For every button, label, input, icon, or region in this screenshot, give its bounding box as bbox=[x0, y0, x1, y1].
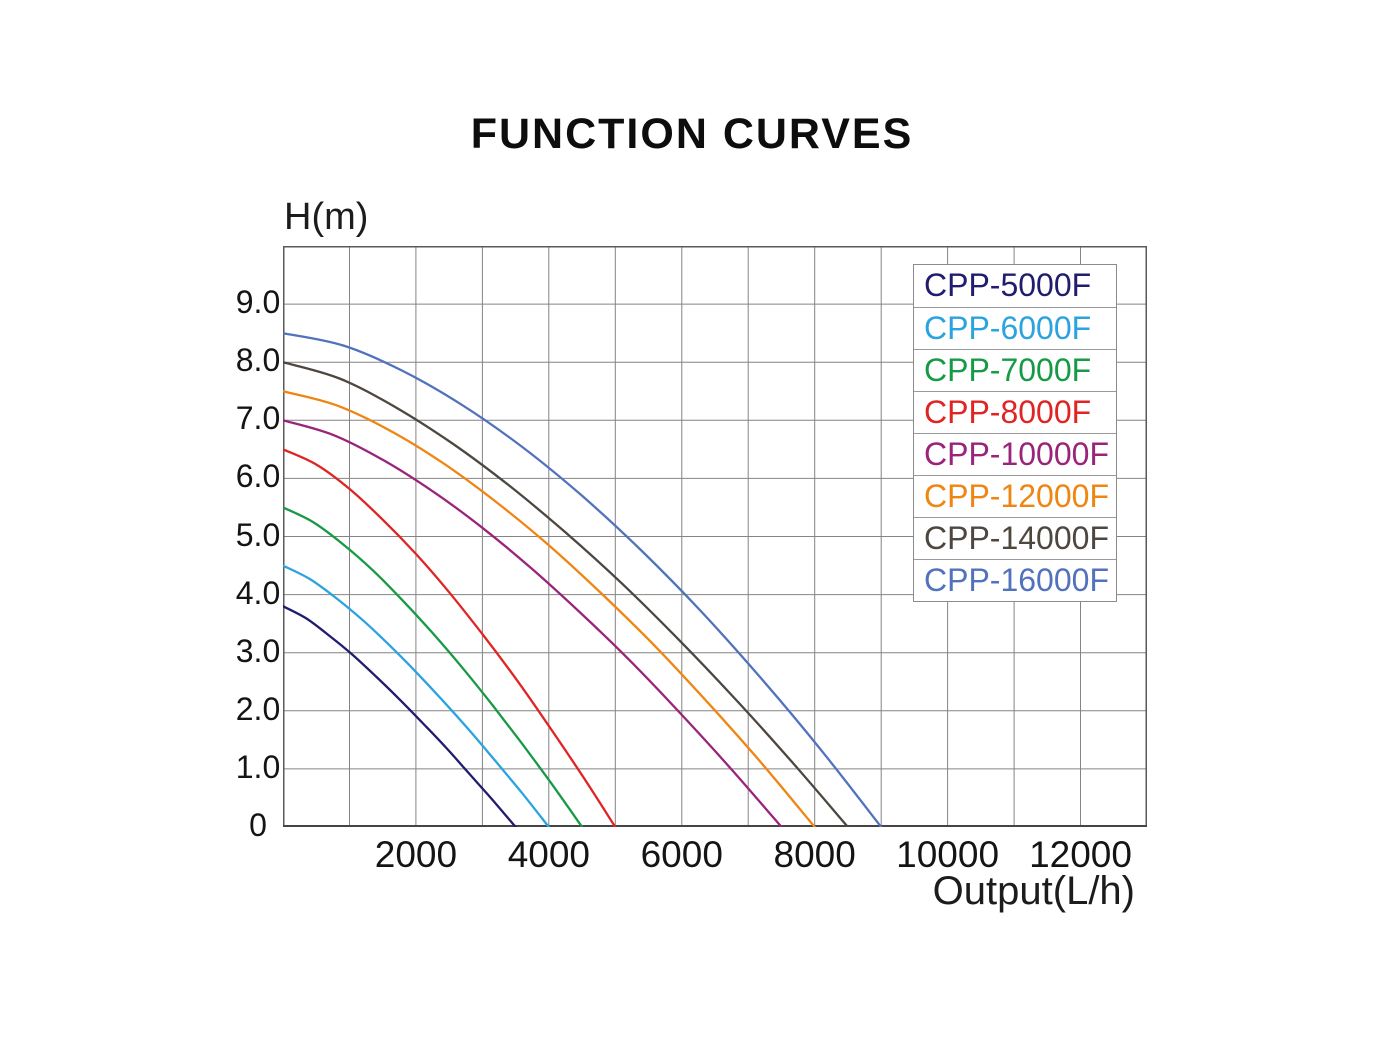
curve-cpp-10000f bbox=[283, 419, 783, 827]
legend-item-cpp-16000f: CPP-16000F bbox=[914, 559, 1116, 601]
x-tick-4000: 4000 bbox=[507, 834, 590, 875]
legend-item-cpp-5000f: CPP-5000F bbox=[914, 265, 1116, 307]
y-tick-3.0: 3.0 bbox=[235, 632, 281, 669]
curve-cpp-6000f bbox=[283, 564, 550, 827]
chart-title: FUNCTION CURVES bbox=[470, 110, 914, 158]
x-tick-12000: 12000 bbox=[1029, 834, 1132, 875]
legend-item-cpp-10000f: CPP-10000F bbox=[914, 433, 1116, 475]
x-tick-8000: 8000 bbox=[773, 834, 856, 875]
y-tick-6.0: 6.0 bbox=[235, 458, 281, 495]
x-tick-10000: 10000 bbox=[896, 834, 1000, 875]
curve-cpp-12000f bbox=[283, 390, 816, 827]
x-tick-6000: 6000 bbox=[640, 834, 723, 875]
x-tick-2000: 2000 bbox=[374, 834, 458, 875]
x-axis-label: Output(L/h) bbox=[932, 869, 1135, 913]
curve-cpp-5000f bbox=[283, 605, 517, 827]
y-tick-4.0: 4.0 bbox=[235, 574, 281, 611]
y-tick-1.0: 1.0 bbox=[235, 748, 281, 785]
curve-cpp-16000f bbox=[283, 332, 883, 827]
legend-item-cpp-8000f: CPP-8000F bbox=[914, 391, 1116, 433]
legend-item-cpp-7000f: CPP-7000F bbox=[914, 349, 1116, 391]
y-tick-9.0: 9.0 bbox=[235, 284, 281, 321]
legend-item-cpp-14000f: CPP-14000F bbox=[914, 517, 1116, 559]
y-tick-0: 0 bbox=[249, 807, 267, 843]
legend-item-cpp-12000f: CPP-12000F bbox=[914, 475, 1116, 517]
legend-item-cpp-6000f: CPP-6000F bbox=[914, 307, 1116, 349]
y-axis-label: H(m) bbox=[284, 196, 369, 238]
y-tick-2.0: 2.0 bbox=[235, 690, 281, 727]
y-tick-8.0: 8.0 bbox=[235, 342, 281, 379]
y-tick-5.0: 5.0 bbox=[235, 516, 281, 553]
curve-cpp-8000f bbox=[283, 448, 617, 827]
curve-cpp-7000f bbox=[283, 506, 584, 827]
y-tick-7.0: 7.0 bbox=[235, 400, 281, 437]
curve-cpp-14000f bbox=[283, 361, 850, 827]
legend: CPP-5000F CPP-6000F CPP-7000F CPP-8000F CPP-… bbox=[913, 264, 1117, 602]
